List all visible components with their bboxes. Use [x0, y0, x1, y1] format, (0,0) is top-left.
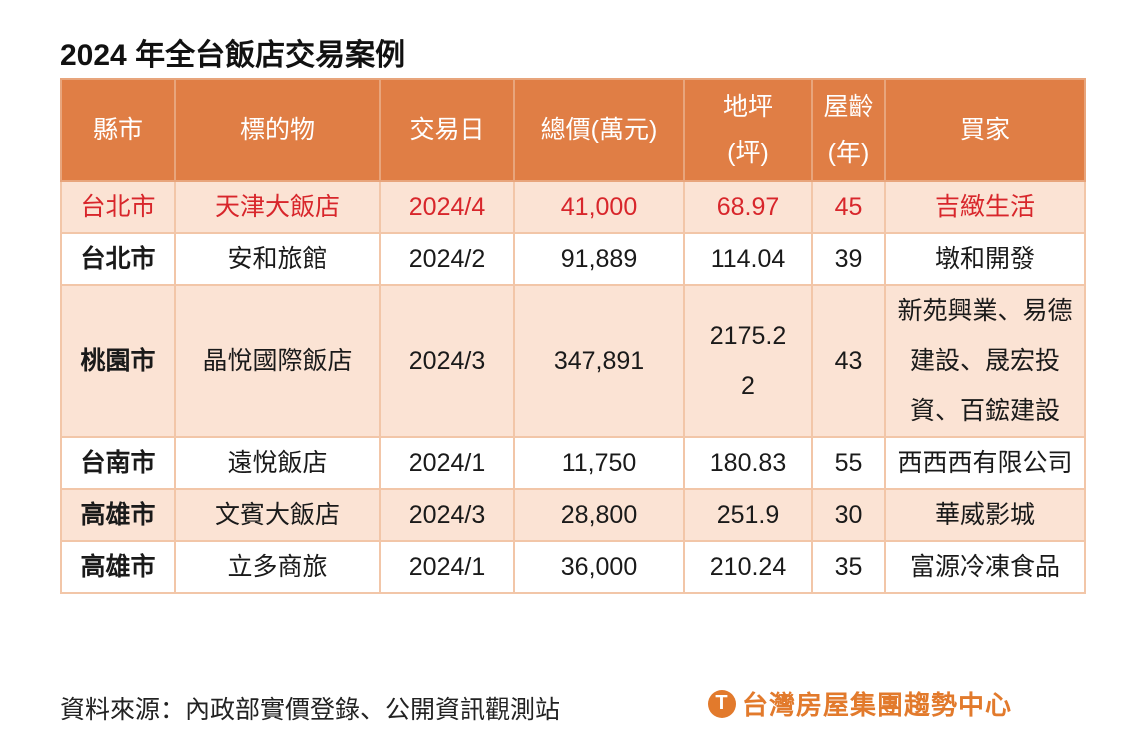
cell-age: 35 — [811, 540, 886, 594]
cell-price: 347,891 — [513, 284, 685, 438]
cell-date: 2024/2 — [379, 232, 515, 286]
cell-land: 114.04 — [683, 232, 813, 286]
cell-price: 91,889 — [513, 232, 685, 286]
cell-city: 高雄市 — [60, 540, 176, 594]
header-city: 縣市 — [60, 78, 176, 182]
cell-property: 晶悅國際飯店 — [174, 284, 381, 438]
header-land: 地坪 (坪) — [683, 78, 813, 182]
cell-buyer: 吉緻生活 — [884, 180, 1086, 234]
header-age: 屋齡 (年) — [811, 78, 886, 182]
header-price: 總價(萬元) — [513, 78, 685, 182]
table-title: 2024 年全台飯店交易案例 — [60, 39, 406, 72]
header-land-line1: 地坪 — [722, 93, 773, 121]
cell-buyer: 富源冷凍食品 — [884, 540, 1086, 594]
header-property: 標的物 — [174, 78, 381, 182]
cell-date: 2024/1 — [379, 540, 515, 594]
cell-property: 遠悅飯店 — [174, 436, 381, 490]
cell-property: 安和旅館 — [174, 232, 381, 286]
table-row: 高雄市 文賓大飯店 2024/3 28,800 251.9 30 華威影城 — [60, 488, 1086, 542]
cell-buyer: 新苑興業、易德建設、晟宏投資、百鋐建設 — [884, 284, 1086, 438]
cell-age: 39 — [811, 232, 886, 286]
table-row: 高雄市 立多商旅 2024/1 36,000 210.24 35 富源冷凍食品 — [60, 540, 1086, 594]
cell-land: 68.97 — [683, 180, 813, 234]
table-row: 台南市 遠悅飯店 2024/1 11,750 180.83 55 西西西有限公司 — [60, 436, 1086, 490]
cell-property: 天津大飯店 — [174, 180, 381, 234]
cell-city: 高雄市 — [60, 488, 176, 542]
header-age-line1: 屋齡 — [823, 93, 874, 121]
header-date: 交易日 — [379, 78, 515, 182]
table-row: 桃園市 晶悅國際飯店 2024/3 347,891 2175.22 43 新苑興業、易德建設… — [60, 284, 1086, 438]
cell-price: 41,000 — [513, 180, 685, 234]
cell-buyer: 西西西有限公司 — [884, 436, 1086, 490]
cell-age: 45 — [811, 180, 886, 234]
cell-price: 11,750 — [513, 436, 685, 490]
cell-date: 2024/3 — [379, 488, 515, 542]
cell-price: 28,800 — [513, 488, 685, 542]
cell-property: 文賓大飯店 — [174, 488, 381, 542]
cell-date: 2024/4 — [379, 180, 515, 234]
cell-city: 桃園市 — [60, 284, 176, 438]
cell-land: 251.9 — [683, 488, 813, 542]
cell-city: 台北市 — [60, 232, 176, 286]
cell-date: 2024/3 — [379, 284, 515, 438]
source-note: 資料來源：內政部實價登錄、公開資訊觀測站 — [60, 696, 561, 724]
cell-city: 台南市 — [60, 436, 176, 490]
cell-age: 30 — [811, 488, 886, 542]
cell-buyer: 華威影城 — [884, 488, 1086, 542]
cell-land: 2175.22 — [683, 284, 813, 438]
hotel-transactions-table: 縣市 標的物 交易日 總價(萬元) 地坪 (坪) 屋齡 (年) 買家 台北市 天津大飯… — [60, 78, 1086, 594]
cell-date: 2024/1 — [379, 436, 515, 490]
logo-mark-icon: T — [708, 689, 736, 718]
table-row: 台北市 天津大飯店 2024/4 41,000 68.97 45 吉緻生活 — [60, 180, 1086, 234]
header-buyer: 買家 — [884, 78, 1086, 182]
header-age-line2: (年) — [827, 139, 870, 167]
cell-buyer: 墩和開發 — [884, 232, 1086, 286]
header-row: 縣市 標的物 交易日 總價(萬元) 地坪 (坪) 屋齡 (年) 買家 — [60, 78, 1086, 182]
header-land-line2: (坪) — [727, 139, 769, 167]
cell-property: 立多商旅 — [174, 540, 381, 594]
cell-land: 180.83 — [683, 436, 813, 490]
cell-age: 55 — [811, 436, 886, 490]
brand-logo: T 台灣房屋集團趨勢中心 — [708, 685, 1012, 722]
cell-city: 台北市 — [60, 180, 176, 234]
cell-price: 36,000 — [513, 540, 685, 594]
cell-age: 43 — [811, 284, 886, 438]
table-row: 台北市 安和旅館 2024/2 91,889 114.04 39 墩和開發 — [60, 232, 1086, 286]
logo-text: 台灣房屋集團趨勢中心 — [742, 690, 1013, 720]
cell-land: 210.24 — [683, 540, 813, 594]
